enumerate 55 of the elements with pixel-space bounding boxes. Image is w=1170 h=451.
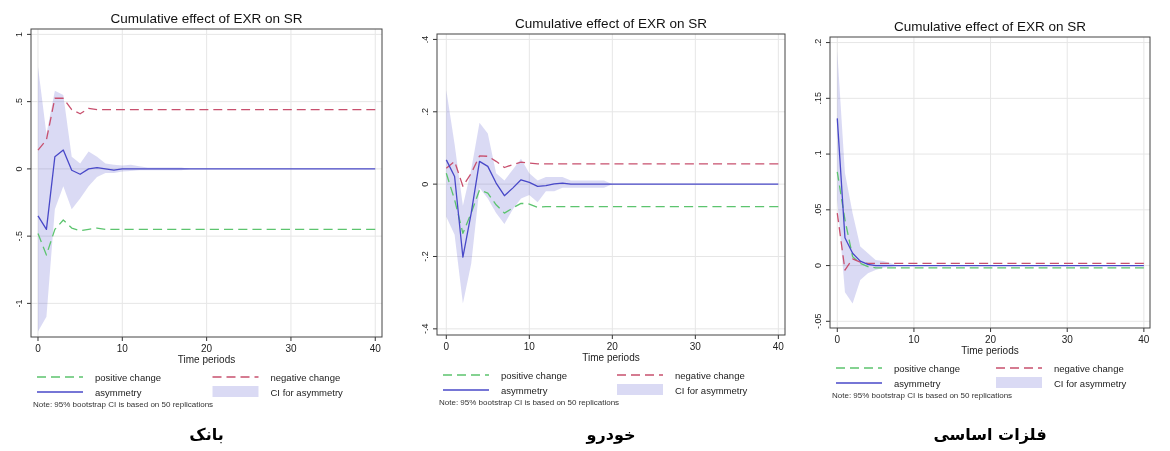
y-tick-label: 1	[14, 31, 24, 37]
y-tick-label: .4	[420, 35, 430, 44]
y-tick-label: .05	[813, 203, 823, 217]
y-tick-label: .1	[813, 150, 823, 158]
text: CI for asymmetry	[675, 384, 748, 396]
text: Note: 95% bootstrap CI is based on 50 replications	[832, 391, 1013, 400]
x-tick-label: 40	[772, 341, 785, 352]
x-axis-title: Time periods	[177, 354, 236, 365]
text: CI for asymmetry	[270, 386, 344, 398]
text: Note: 95% bootstrap CI is based on 50 replications	[33, 400, 214, 409]
y-tick-label: .2	[420, 108, 430, 116]
legend-label: positive change	[501, 369, 568, 381]
x-tick-label: 0	[35, 343, 42, 354]
x-tick-label: 0	[443, 341, 450, 352]
text: فلزات اساسی	[933, 425, 1047, 444]
y-tick-label: -.5	[14, 230, 24, 242]
y-tick-label: -.2	[420, 251, 430, 262]
y-tick-label: -1	[14, 299, 24, 308]
x-tick-label: 20	[606, 341, 619, 352]
x-tick-label: 40	[1138, 334, 1150, 345]
y-tick-label: -.4	[420, 323, 430, 335]
x-tick-label: 20	[985, 334, 997, 345]
x-tick-label: 30	[1061, 334, 1074, 345]
legend-label: negative change	[270, 371, 341, 383]
chart-title: Cumulative effect of EXR on SR	[515, 16, 708, 31]
text: CI for asymmetry	[1054, 377, 1127, 389]
x-axis-title: Time periods	[961, 345, 1019, 356]
y-tick-label: 0	[14, 166, 24, 172]
x-tick-label: 30	[285, 343, 297, 354]
text: خودرو	[585, 425, 636, 444]
text: بانک	[189, 425, 224, 444]
y-tick-label: 0	[813, 263, 823, 269]
x-tick-label: 10	[908, 334, 920, 345]
x-tick-label: 0	[834, 334, 841, 345]
x-tick-label: 40	[369, 343, 382, 354]
text: Note: 95% bootstrap CI is based on 50 replications	[439, 398, 620, 407]
legend-label: negative change	[1054, 362, 1124, 374]
chart-title: Cumulative effect of EXR on SR	[110, 11, 303, 26]
y-tick-label: .15	[813, 92, 823, 105]
legend-label: positive change	[95, 371, 162, 383]
x-tick-label: 10	[116, 343, 129, 354]
legend-label: positive change	[894, 362, 961, 374]
x-tick-label: 30	[689, 341, 702, 352]
x-tick-label: 20	[201, 343, 213, 354]
legend-label: asymmetry	[501, 384, 548, 396]
legend-label: asymmetry	[95, 386, 142, 398]
y-tick-label: .5	[14, 97, 24, 106]
chart-title: Cumulative effect of EXR on SR	[894, 19, 1087, 34]
legend-label: negative change	[675, 369, 745, 381]
x-axis-title: Time periods	[582, 352, 640, 363]
x-tick-label: 10	[523, 341, 536, 352]
y-tick-label: 0	[420, 181, 430, 187]
y-tick-label: -.05	[813, 313, 823, 330]
y-tick-label: .2	[813, 38, 823, 47]
legend-label: asymmetry	[894, 377, 941, 389]
